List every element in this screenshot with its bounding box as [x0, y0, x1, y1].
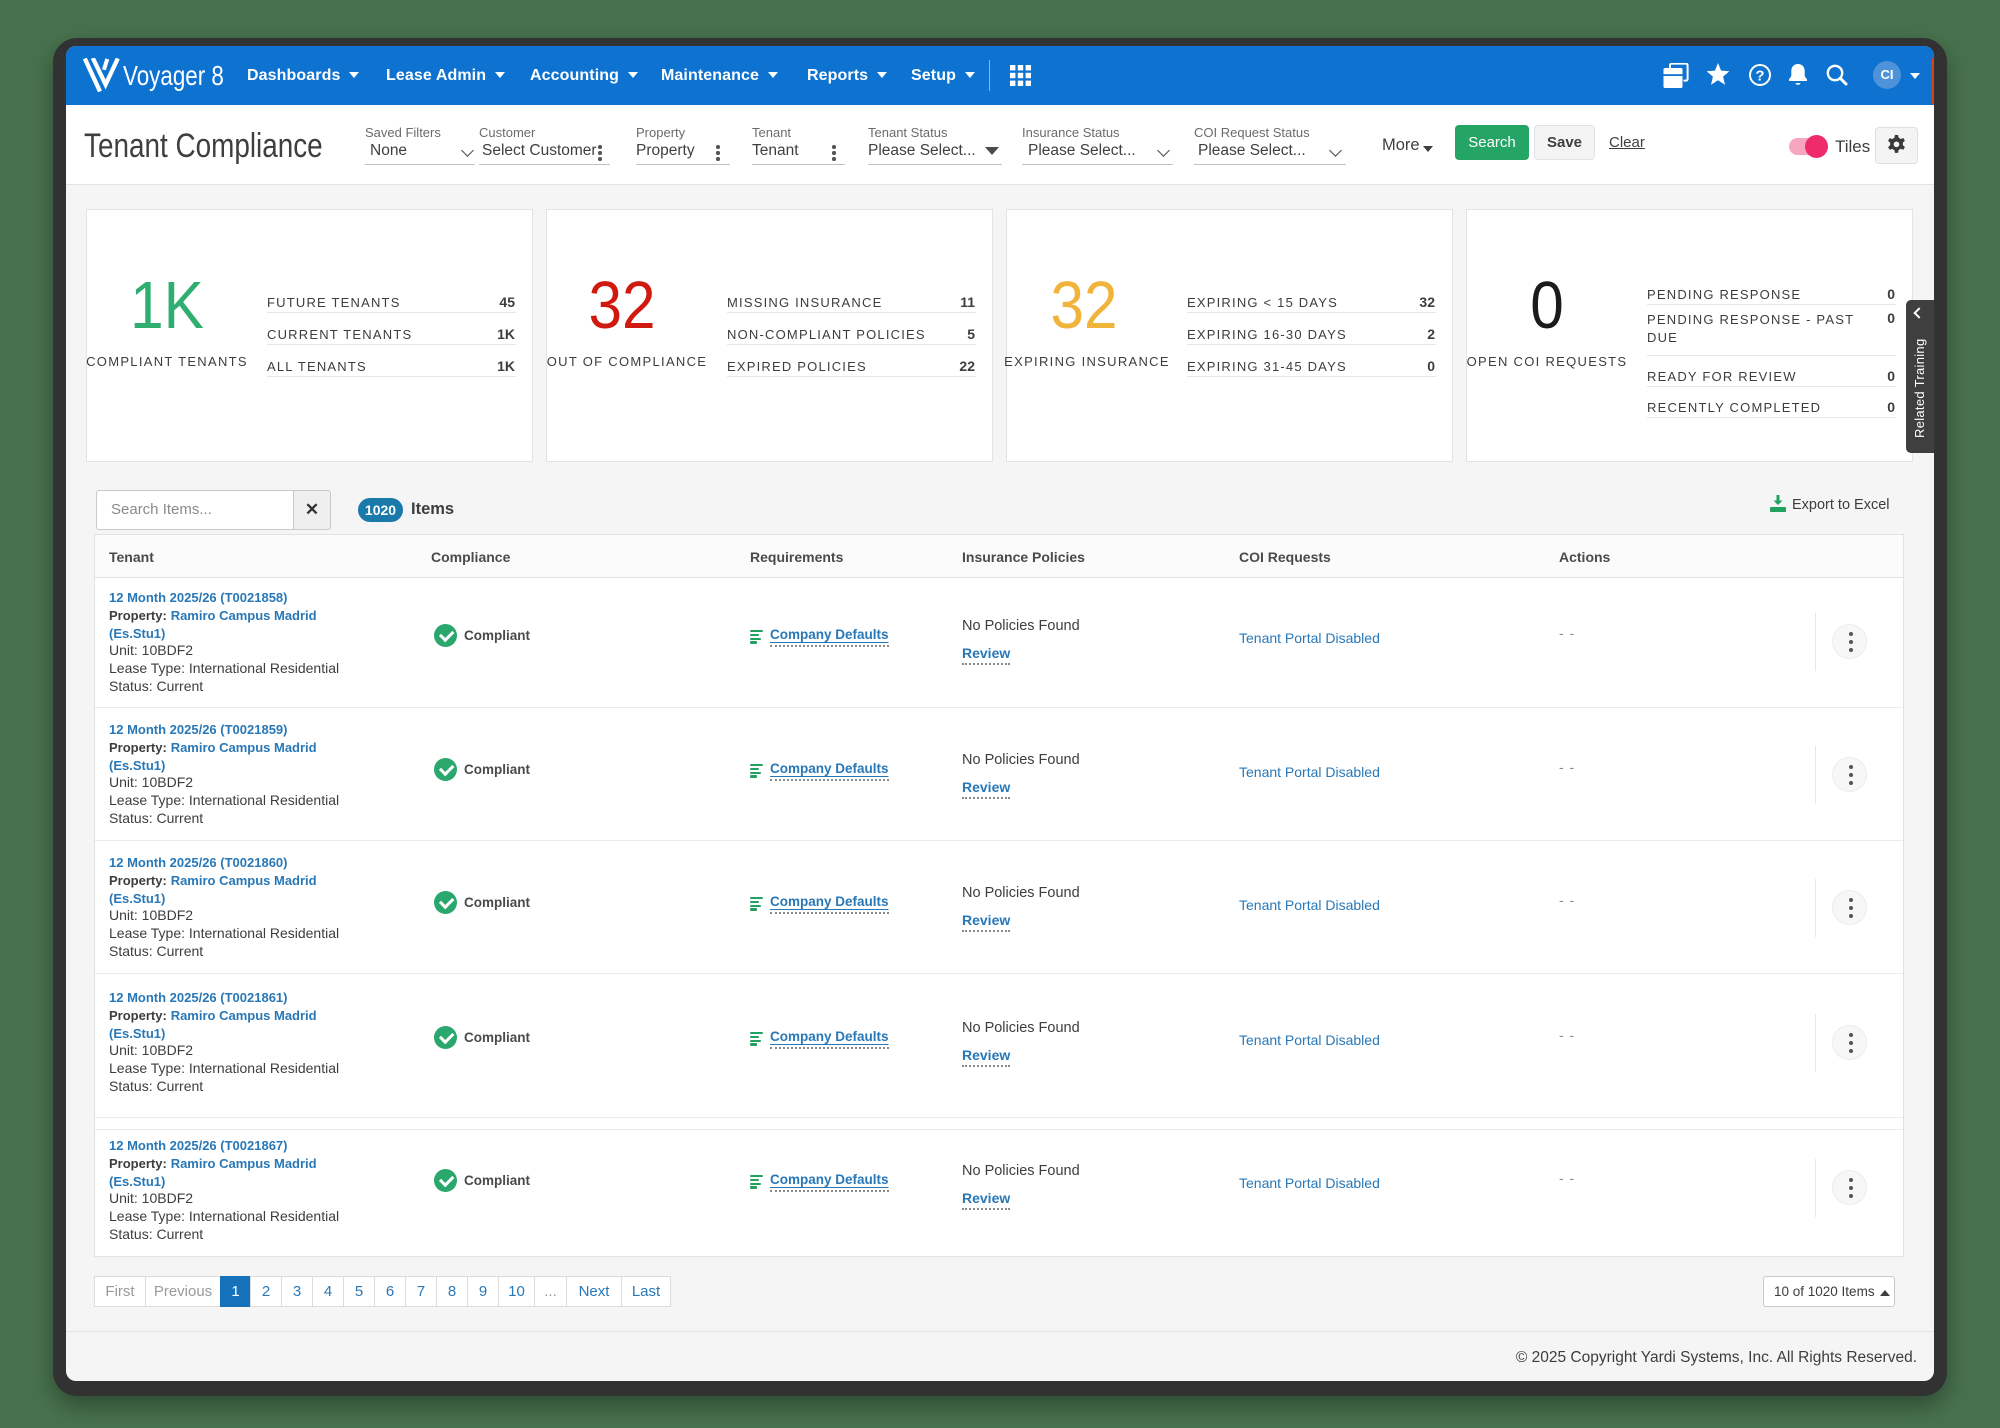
svg-text:?: ? [1755, 68, 1764, 85]
